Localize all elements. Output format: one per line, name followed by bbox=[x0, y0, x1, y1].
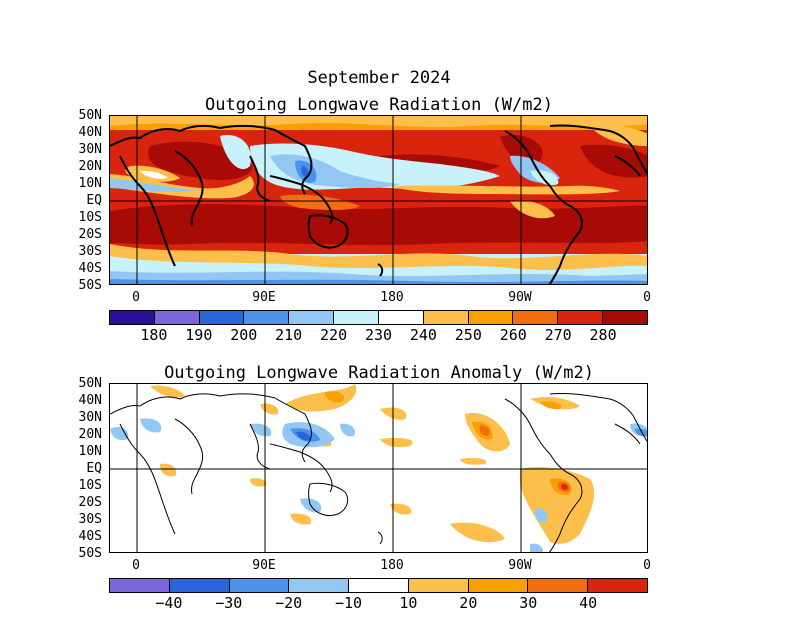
colorbar-label: 30 bbox=[519, 594, 538, 612]
lat-label: EQ bbox=[86, 193, 102, 208]
lat-label: 30S bbox=[78, 512, 102, 527]
colorbar-swatch bbox=[468, 311, 514, 324]
lat-label: 50N bbox=[78, 376, 102, 391]
colorbar-swatch bbox=[199, 311, 245, 324]
colorbar-label: 200 bbox=[230, 326, 258, 344]
colorbar-label: 220 bbox=[320, 326, 348, 344]
colorbar-label: 270 bbox=[544, 326, 572, 344]
lat-label: 40S bbox=[78, 261, 102, 276]
colorbar-swatch bbox=[468, 579, 529, 592]
lon-label: 0 bbox=[132, 558, 140, 573]
figure-title: September 2024 bbox=[307, 68, 451, 88]
colorbar-label: 240 bbox=[409, 326, 437, 344]
colorbar-label: 280 bbox=[589, 326, 617, 344]
lat-label: 30N bbox=[78, 410, 102, 425]
colorbar-label: 10 bbox=[399, 594, 418, 612]
colorbar-swatch bbox=[229, 579, 290, 592]
colorbar-label: 250 bbox=[454, 326, 482, 344]
lat-label: 40S bbox=[78, 529, 102, 544]
lat-label: 10N bbox=[78, 444, 102, 459]
colorbar-label: 180 bbox=[140, 326, 168, 344]
lon-label: 90W bbox=[508, 290, 532, 305]
lon-label: 0 bbox=[132, 290, 140, 305]
colorbar-label: 230 bbox=[364, 326, 393, 344]
lon-label: 0 bbox=[643, 558, 651, 573]
lat-label: 10N bbox=[78, 176, 102, 191]
colorbar-swatch bbox=[334, 311, 379, 324]
colorbar-swatch bbox=[603, 311, 647, 324]
colorbar-label: 40 bbox=[579, 594, 598, 612]
olr-colorbar bbox=[109, 310, 648, 325]
lat-label: 20N bbox=[78, 427, 102, 442]
colorbar-label: −40 bbox=[155, 594, 183, 612]
lat-label: 50N bbox=[78, 108, 102, 123]
lon-label: 90E bbox=[252, 558, 276, 573]
colorbar-label: 190 bbox=[185, 326, 213, 344]
colorbar-swatch bbox=[423, 311, 469, 324]
colorbar-swatch bbox=[349, 579, 409, 592]
colorbar-swatch bbox=[110, 579, 170, 592]
lon-label: 90W bbox=[508, 558, 532, 573]
lon-label: 0 bbox=[643, 290, 651, 305]
colorbar-label: −10 bbox=[335, 594, 363, 612]
lat-label: 20S bbox=[78, 495, 102, 510]
anomaly-colorbar bbox=[109, 578, 648, 593]
colorbar-swatch bbox=[408, 579, 469, 592]
colorbar-label: −20 bbox=[275, 594, 303, 612]
colorbar-label: −30 bbox=[215, 594, 243, 612]
lat-label: 30N bbox=[78, 142, 102, 157]
colorbar-swatch bbox=[169, 579, 230, 592]
colorbar-swatch bbox=[289, 579, 350, 592]
lat-label: 10S bbox=[78, 478, 102, 493]
lon-label: 180 bbox=[380, 290, 404, 305]
lat-label: 50S bbox=[78, 278, 102, 293]
lon-label: 180 bbox=[380, 558, 404, 573]
olr-panel-title: Outgoing Longwave Radiation (W/m2) bbox=[205, 95, 553, 115]
anomaly-panel-title: Outgoing Longwave Radiation Anomaly (W/m… bbox=[164, 363, 594, 383]
colorbar-label: 260 bbox=[499, 326, 527, 344]
olr-field-svg bbox=[110, 116, 647, 284]
anomaly-map bbox=[109, 383, 648, 553]
lat-label: 20N bbox=[78, 159, 102, 174]
lat-label: 30S bbox=[78, 244, 102, 259]
anomaly-field-svg bbox=[110, 384, 647, 552]
colorbar-swatch bbox=[558, 311, 604, 324]
colorbar-swatch bbox=[244, 311, 290, 324]
colorbar-swatch bbox=[378, 311, 424, 324]
colorbar-swatch bbox=[154, 311, 200, 324]
lat-label: 10S bbox=[78, 210, 102, 225]
lat-label: EQ bbox=[86, 461, 102, 476]
olr-map bbox=[109, 115, 648, 285]
colorbar-swatch bbox=[528, 579, 589, 592]
colorbar-swatch bbox=[513, 311, 559, 324]
lat-label: 40N bbox=[78, 393, 102, 408]
lat-label: 40N bbox=[78, 125, 102, 140]
lat-label: 20S bbox=[78, 227, 102, 242]
colorbar-swatch bbox=[110, 311, 155, 324]
lon-label: 90E bbox=[252, 290, 276, 305]
lat-label: 50S bbox=[78, 546, 102, 561]
colorbar-label: 210 bbox=[275, 326, 303, 344]
colorbar-swatch bbox=[289, 311, 335, 324]
colorbar-label: 20 bbox=[459, 594, 478, 612]
colorbar-swatch bbox=[588, 579, 648, 592]
